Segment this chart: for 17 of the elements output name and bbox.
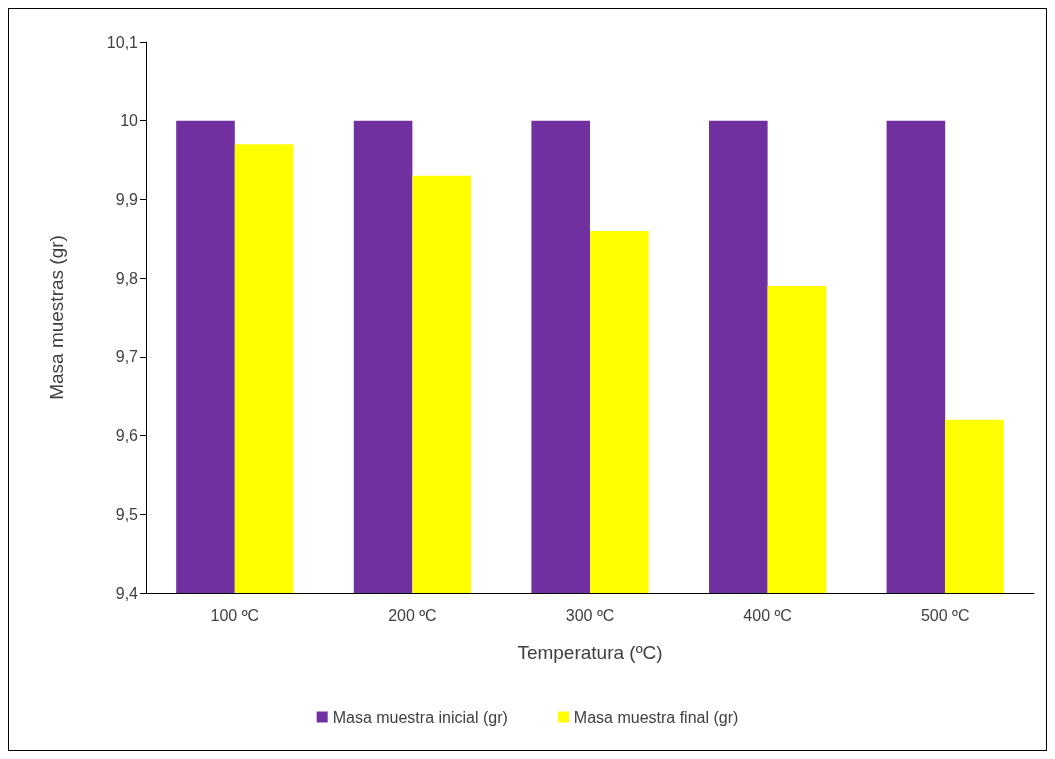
legend-label: Masa muestra final (gr) [573,708,739,726]
y-tick-label: 9,4 [115,584,139,602]
y-tick-label: 9,5 [115,505,139,523]
y-tick-label: 9,7 [115,348,139,366]
x-tick-label: 500 ºC [920,606,970,624]
legend-label: Masa muestra inicial (gr) [332,708,508,726]
x-tick-label: 400 ºC [743,606,792,624]
y-tick-label: 9,9 [115,190,139,208]
x-tick-label: 300 ºC [565,606,615,624]
y-tick-label: 9,6 [115,427,139,445]
x-tick-label: 200 ºC [388,606,437,624]
y-tick-label: 10 [120,112,139,130]
x-axis-title: Temperatura (ºC) [517,642,663,663]
x-tick-label: 100 ºC [210,606,260,624]
y-tick-label: 9,8 [115,269,139,287]
y-axis-title: Masa muestras (gr) [46,235,67,400]
y-tick-label: 10,1 [106,33,139,51]
